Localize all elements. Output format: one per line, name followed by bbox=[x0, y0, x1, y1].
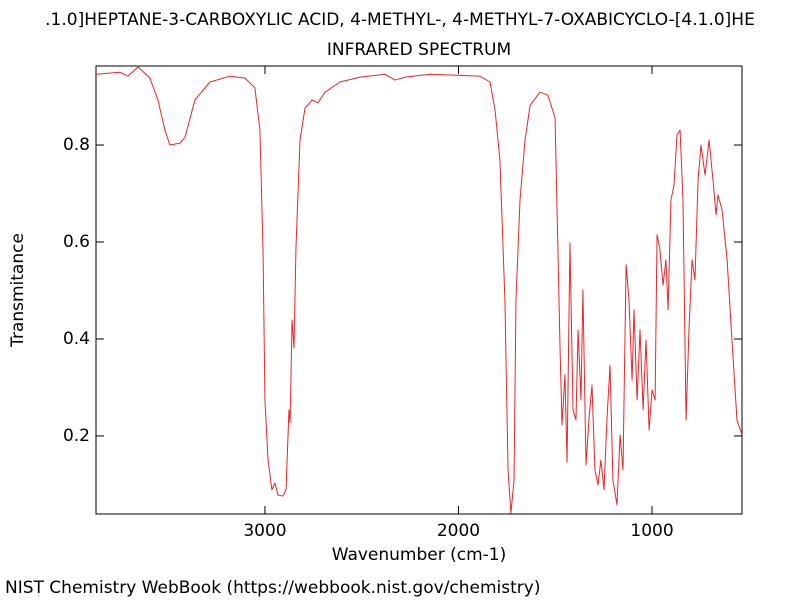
y-tick-label: 0.8 bbox=[63, 135, 90, 155]
plot-frame bbox=[95, 65, 743, 515]
y-tick-label: 0.2 bbox=[63, 426, 90, 446]
chart-subtitle: INFRARED SPECTRUM bbox=[327, 40, 511, 60]
y-tick-label: 0.6 bbox=[63, 232, 90, 252]
chart-title: .1.0]HEPTANE-3-CARBOXYLIC ACID, 4-METHYL… bbox=[45, 10, 755, 30]
x-tick-label: 3000 bbox=[243, 521, 286, 541]
y-tick-label: 0.4 bbox=[63, 329, 90, 349]
y-axis-label: Transmitance bbox=[8, 233, 28, 348]
x-tick-label: 2000 bbox=[437, 521, 480, 541]
spectrum-line bbox=[95, 66, 743, 514]
footer: NIST Chemistry WebBook (https://webbook.… bbox=[5, 578, 540, 598]
x-axis-label: Wavenumber (cm-1) bbox=[332, 545, 507, 565]
x-tick-label: 1000 bbox=[630, 521, 673, 541]
